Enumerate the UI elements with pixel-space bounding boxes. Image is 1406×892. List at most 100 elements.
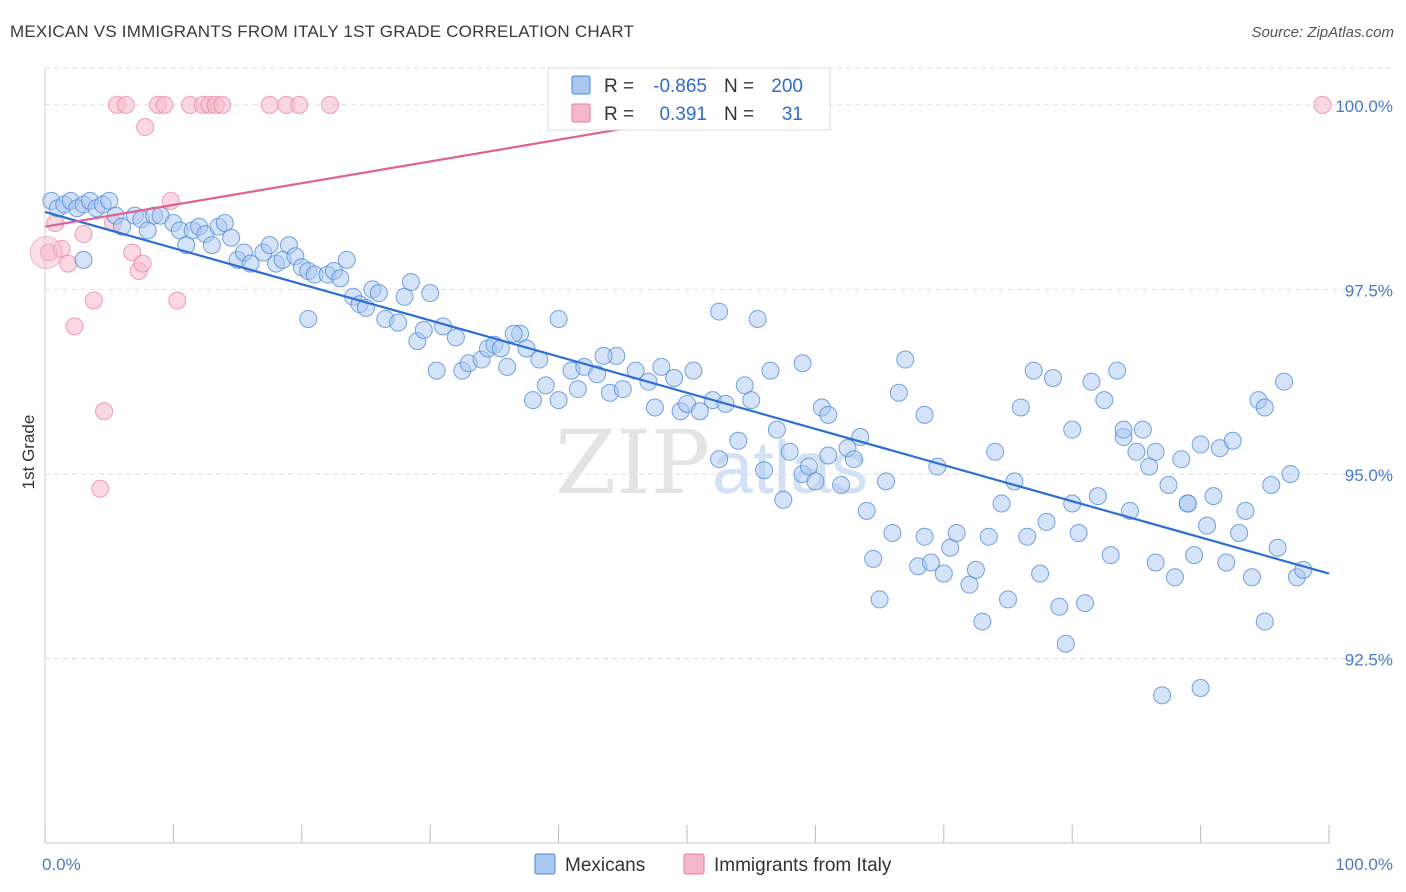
mexicans-point bbox=[549, 309, 568, 328]
mexicans-point bbox=[1031, 564, 1050, 583]
mexicans-point bbox=[1185, 546, 1204, 565]
mexicans-point bbox=[523, 391, 542, 410]
y-tick-label: 92.5% bbox=[1345, 650, 1393, 669]
y-axis-label: 1st Grade bbox=[19, 415, 38, 490]
mexicans-point bbox=[299, 309, 318, 328]
mexicans-point bbox=[1024, 361, 1043, 380]
legend-r-label-1: R = bbox=[604, 76, 634, 97]
mexicans-point bbox=[594, 346, 613, 365]
mexicans-point bbox=[889, 383, 908, 402]
x-tick-label-min: 0.0% bbox=[42, 855, 81, 874]
italy-point bbox=[136, 118, 155, 137]
mexicans-point bbox=[549, 391, 568, 410]
mexicans-point bbox=[665, 369, 684, 387]
italy-point bbox=[65, 317, 84, 336]
mexicans-point bbox=[504, 324, 523, 343]
mexicans-point bbox=[427, 361, 446, 380]
mexicans-point bbox=[1069, 524, 1088, 542]
mexicans-point bbox=[1133, 420, 1152, 439]
mexicans-point bbox=[1037, 512, 1056, 531]
mexicans-point bbox=[761, 361, 780, 380]
mexicans-point bbox=[1281, 464, 1300, 483]
mexicans-point bbox=[1076, 594, 1095, 613]
mexicans-point bbox=[1255, 398, 1274, 417]
legend-n-label-1: N = bbox=[724, 76, 754, 97]
italy-point bbox=[123, 243, 142, 262]
mexicans-point bbox=[331, 269, 350, 288]
bottom-legend-italy: Immigrants from Italy bbox=[714, 855, 892, 876]
mexicans-point bbox=[1095, 391, 1114, 410]
mexicans-point bbox=[1191, 435, 1210, 454]
mexicans-point bbox=[819, 446, 838, 465]
mexicans-point bbox=[498, 357, 517, 376]
mexicans-point bbox=[1088, 487, 1107, 506]
y-tick-label: 97.5% bbox=[1345, 281, 1393, 300]
legend-box: R = -0.865 N = 200 R = 0.391 N = 31 bbox=[547, 67, 831, 131]
y-tick-label: 100.0% bbox=[1335, 97, 1393, 116]
mexicans-point bbox=[992, 494, 1011, 513]
mexicans-point bbox=[401, 273, 420, 292]
mexicans-point bbox=[1204, 487, 1223, 506]
legend-r-value-1: -0.865 bbox=[653, 76, 707, 97]
mexicans-point bbox=[774, 490, 793, 509]
mexicans-trend-line bbox=[44, 210, 1330, 575]
mexicans-point bbox=[1198, 516, 1217, 535]
mexicans-point bbox=[1043, 369, 1062, 387]
legend-swatch-mexicans bbox=[571, 75, 591, 95]
y-tick-label: 95.0% bbox=[1345, 466, 1393, 485]
mexicans-point bbox=[1063, 420, 1082, 439]
italy-point bbox=[116, 95, 135, 114]
legend-n-value-1: 200 bbox=[771, 76, 803, 97]
source-label: Source: ZipAtlas.com bbox=[1251, 24, 1394, 41]
mexicans-point bbox=[1114, 420, 1133, 439]
mexicans-point bbox=[446, 328, 465, 347]
mexicans-point bbox=[947, 524, 966, 542]
mexicans-point bbox=[1172, 450, 1191, 469]
chart-title: MEXICAN VS IMMIGRANTS FROM ITALY 1ST GRA… bbox=[10, 22, 635, 41]
mexicans-point bbox=[1159, 476, 1178, 495]
italy-point bbox=[155, 95, 174, 114]
mexicans-point bbox=[1101, 546, 1120, 565]
mexicans-point bbox=[74, 250, 93, 269]
y-tick-labels: 92.5% 95.0% 97.5% 100.0% bbox=[1335, 97, 1393, 670]
mexicans-point bbox=[369, 284, 388, 303]
mexicans-point bbox=[652, 357, 671, 376]
mexicans-point bbox=[921, 553, 940, 572]
mexicans-point bbox=[729, 431, 748, 450]
italy-point-large bbox=[29, 236, 63, 270]
mexicans-point bbox=[588, 365, 607, 384]
italy-point bbox=[290, 95, 309, 114]
mexicans-point bbox=[613, 380, 632, 399]
mexicans-point bbox=[337, 250, 356, 269]
mexicans-point bbox=[883, 524, 902, 542]
mexicans-point bbox=[389, 313, 408, 332]
mexicans-point bbox=[844, 450, 863, 469]
mexicans-point bbox=[806, 472, 825, 491]
gridlines bbox=[45, 67, 1394, 659]
mexicans-point bbox=[857, 501, 876, 520]
mexicans-point bbox=[864, 549, 883, 568]
mexicans-point bbox=[645, 398, 664, 417]
mexicans-point bbox=[986, 442, 1005, 461]
mexicans-point bbox=[1230, 524, 1249, 542]
legend-n-value-2: 31 bbox=[782, 104, 803, 125]
mexicans-point bbox=[748, 309, 767, 328]
mexicans-point bbox=[999, 590, 1017, 609]
italy-point bbox=[321, 95, 340, 114]
mexicans-point bbox=[870, 590, 889, 609]
mexicans-point bbox=[1018, 527, 1037, 546]
italy-point bbox=[91, 479, 110, 498]
mexicans-point bbox=[1223, 431, 1242, 450]
italy-point bbox=[133, 254, 152, 273]
series-italy-points bbox=[29, 95, 1332, 498]
mexicans-point bbox=[896, 350, 915, 369]
mexicans-point bbox=[710, 302, 729, 321]
italy-point bbox=[260, 95, 279, 114]
mexicans-point bbox=[832, 476, 851, 495]
mexicans-point bbox=[1120, 501, 1139, 520]
mexicans-point bbox=[755, 461, 774, 480]
mexicans-point bbox=[1255, 612, 1274, 631]
mexicans-point bbox=[1262, 476, 1281, 495]
mexicans-point bbox=[1146, 553, 1165, 572]
